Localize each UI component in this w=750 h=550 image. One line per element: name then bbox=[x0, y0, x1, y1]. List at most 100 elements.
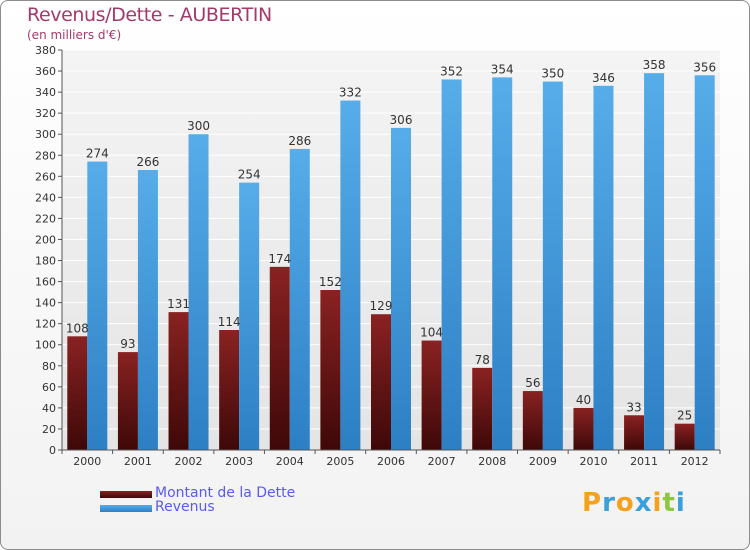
bar-revenus bbox=[87, 161, 108, 450]
y-tick-label: 260 bbox=[35, 170, 56, 183]
logo-letter: i bbox=[675, 488, 686, 518]
x-tick-label: 2006 bbox=[377, 455, 405, 468]
bar-dette bbox=[573, 407, 594, 450]
bar-dette bbox=[421, 340, 442, 450]
bar-dette bbox=[624, 415, 645, 450]
y-tick-label: 200 bbox=[35, 233, 56, 246]
bar-dette bbox=[472, 367, 493, 450]
legend-swatch-dette bbox=[100, 491, 152, 498]
data-label-dette: 33 bbox=[626, 400, 641, 414]
data-label-revenus: 254 bbox=[238, 168, 261, 182]
logo-letter: t bbox=[662, 488, 676, 518]
bar-dette bbox=[219, 330, 240, 450]
bar-revenus bbox=[593, 85, 614, 450]
logo-letter: x bbox=[634, 488, 653, 518]
x-tick-label: 2007 bbox=[428, 455, 456, 468]
data-label-revenus: 350 bbox=[541, 67, 564, 81]
bar-dette bbox=[522, 391, 543, 450]
data-label-revenus: 274 bbox=[86, 147, 109, 161]
proxiti-logo: Proxiti bbox=[582, 488, 686, 518]
data-label-dette: 56 bbox=[525, 376, 540, 390]
y-tick-label: 180 bbox=[35, 255, 56, 268]
legend-label-dette: Montant de la Dette bbox=[155, 485, 296, 501]
data-label-revenus: 356 bbox=[693, 60, 716, 74]
x-tick-label: 2002 bbox=[175, 455, 203, 468]
y-tick-label: 360 bbox=[35, 65, 56, 78]
y-tick-label: 340 bbox=[35, 86, 56, 99]
bar-dette bbox=[269, 266, 290, 450]
legend-label-revenus: Revenus bbox=[155, 499, 215, 515]
data-label-dette: 131 bbox=[167, 297, 190, 311]
bar-dette bbox=[674, 423, 695, 450]
bar-revenus bbox=[289, 148, 310, 450]
x-tick-label: 2000 bbox=[73, 455, 101, 468]
logo-letter: r bbox=[602, 488, 616, 518]
bar-dette bbox=[67, 336, 88, 450]
x-tick-label: 2009 bbox=[529, 455, 557, 468]
y-tick-label: 220 bbox=[35, 212, 56, 225]
data-label-revenus: 306 bbox=[390, 113, 413, 127]
bar-dette bbox=[168, 312, 189, 450]
x-tick-label: 2001 bbox=[124, 455, 152, 468]
bar-dette bbox=[320, 290, 341, 450]
data-label-revenus: 354 bbox=[491, 62, 514, 76]
data-label-revenus: 352 bbox=[440, 64, 463, 78]
data-label-revenus: 346 bbox=[592, 71, 615, 85]
x-tick-label: 2003 bbox=[225, 455, 253, 468]
data-label-revenus: 266 bbox=[136, 155, 159, 169]
bar-revenus bbox=[239, 182, 260, 450]
x-tick-label: 2008 bbox=[478, 455, 506, 468]
bar-revenus bbox=[542, 81, 563, 450]
chart-title: Revenus/Dette - AUBERTIN bbox=[27, 4, 272, 26]
bar-revenus bbox=[391, 127, 411, 450]
data-label-dette: 78 bbox=[475, 353, 490, 367]
bar-revenus bbox=[188, 134, 209, 451]
data-label-dette: 129 bbox=[370, 299, 393, 313]
bar-dette bbox=[117, 352, 138, 450]
x-tick-label: 2012 bbox=[681, 455, 709, 468]
y-tick-label: 140 bbox=[35, 297, 56, 310]
data-label-dette: 152 bbox=[319, 275, 342, 289]
y-tick-label: 240 bbox=[35, 191, 56, 204]
bar-revenus bbox=[644, 73, 665, 450]
legend-swatch-revenus bbox=[100, 505, 152, 512]
data-label-revenus: 300 bbox=[187, 119, 210, 133]
data-label-revenus: 286 bbox=[288, 134, 311, 148]
chart-subtitle: (en milliers d'€) bbox=[27, 28, 122, 42]
y-tick-label: 0 bbox=[49, 444, 56, 457]
y-tick-label: 120 bbox=[35, 318, 56, 331]
y-tick-label: 160 bbox=[35, 276, 56, 289]
data-label-dette: 114 bbox=[218, 315, 241, 329]
y-tick-label: 300 bbox=[35, 128, 56, 141]
y-tick-label: 20 bbox=[42, 423, 56, 436]
y-tick-label: 380 bbox=[35, 44, 56, 57]
data-label-revenus: 358 bbox=[643, 58, 666, 72]
bar-revenus bbox=[340, 100, 361, 451]
y-tick-label: 280 bbox=[35, 149, 56, 162]
x-tick-label: 2004 bbox=[276, 455, 304, 468]
x-tick-label: 2010 bbox=[579, 455, 607, 468]
data-label-dette: 174 bbox=[268, 252, 291, 266]
logo-letter: P bbox=[582, 488, 603, 518]
bar-revenus bbox=[492, 77, 513, 451]
x-tick-label: 2011 bbox=[630, 455, 658, 468]
bar-dette bbox=[371, 314, 391, 450]
y-tick-label: 60 bbox=[42, 381, 56, 394]
bar-revenus bbox=[441, 79, 462, 450]
data-label-dette: 40 bbox=[576, 393, 591, 407]
logo-letter: i bbox=[652, 488, 663, 518]
y-tick-label: 80 bbox=[42, 360, 56, 373]
bar-revenus bbox=[694, 75, 715, 451]
data-label-dette: 25 bbox=[677, 409, 692, 423]
data-label-dette: 108 bbox=[66, 321, 89, 335]
data-label-revenus: 332 bbox=[339, 86, 362, 100]
x-tick-label: 2005 bbox=[326, 455, 354, 468]
y-tick-label: 320 bbox=[35, 107, 56, 120]
data-label-dette: 104 bbox=[420, 326, 443, 340]
y-tick-label: 40 bbox=[42, 402, 56, 415]
logo-letter: o bbox=[615, 488, 635, 518]
y-tick-label: 100 bbox=[35, 339, 56, 352]
bar-revenus bbox=[137, 170, 158, 450]
data-label-dette: 93 bbox=[120, 337, 135, 351]
